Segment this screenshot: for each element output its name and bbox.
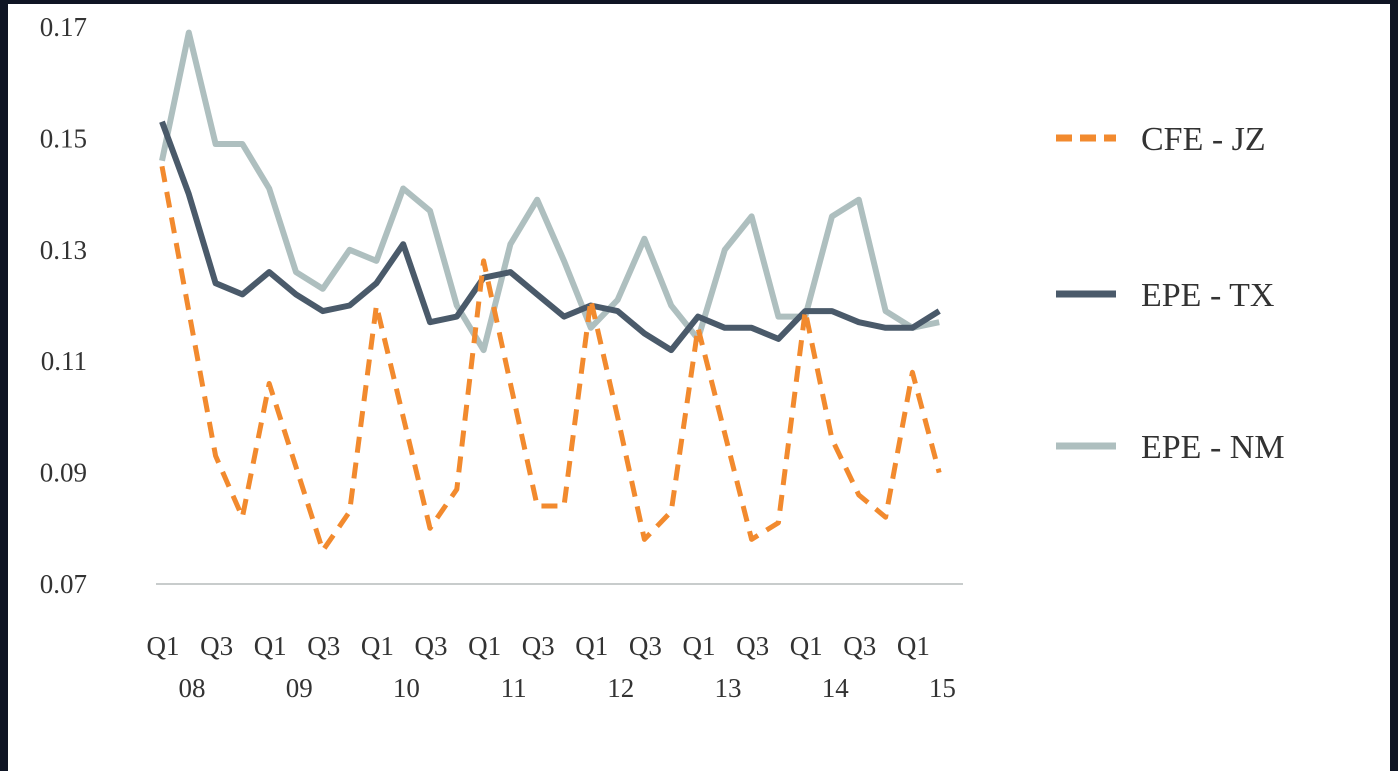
legend-label: EPE - TX: [1141, 277, 1274, 314]
y-tick-label: 0.07: [40, 569, 87, 599]
x-tick-year-label: 10: [393, 673, 420, 703]
x-tick-year-label: 13: [715, 673, 742, 703]
y-tick-label: 0.11: [41, 346, 87, 376]
x-tick-quarter-label: Q3: [200, 631, 233, 661]
x-tick-quarter-label: Q1: [147, 631, 180, 661]
x-tick-quarter-label: Q1: [897, 631, 930, 661]
series-line-epe-nm: [159, 29, 940, 354]
series-line-epe-tx: [159, 120, 941, 354]
legend: CFE - JZ EPE - TX EPE - NM: [1056, 121, 1285, 466]
y-tick-label: 0.13: [40, 235, 87, 265]
x-tick-quarter-label: Q1: [361, 631, 394, 661]
x-tick-quarter-label: Q3: [415, 631, 448, 661]
series-line-cfe-jz: [159, 165, 942, 554]
x-tick-quarter-label: Q1: [575, 631, 608, 661]
chart-frame: 0.17 0.15 0.13 0.11 0.09 0.07 Q1 08 Q3 Q1 09 Q3 Q1 1…: [8, 4, 1390, 771]
x-tick-year-label: 09: [286, 673, 313, 703]
x-tick-year-label: 15: [929, 673, 956, 703]
legend-label: EPE - NM: [1141, 429, 1285, 466]
x-tick-year-label: 11: [501, 673, 527, 703]
x-tick-year-label: 14: [822, 673, 850, 703]
legend-label: CFE - JZ: [1141, 121, 1266, 158]
x-tick-quarter-label: Q3: [522, 631, 555, 661]
x-tick-year-label: 08: [179, 673, 206, 703]
x-tick-quarter-label: Q3: [629, 631, 662, 661]
y-tick-label: 0.15: [40, 123, 87, 153]
x-tick-quarter-label: Q3: [307, 631, 340, 661]
y-tick-label: 0.09: [40, 458, 87, 488]
series-lines: [159, 29, 942, 554]
y-axis-ticks: 0.17 0.15 0.13 0.11 0.09 0.07: [40, 12, 87, 599]
y-tick-label: 0.17: [40, 12, 87, 42]
x-tick-quarter-label: Q1: [790, 631, 823, 661]
x-tick-quarter-label: Q3: [736, 631, 769, 661]
x-tick-year-label: 12: [607, 673, 634, 703]
x-tick-quarter-label: Q1: [683, 631, 716, 661]
x-tick-quarter-label: Q3: [843, 631, 876, 661]
x-tick-quarter-label: Q1: [468, 631, 501, 661]
x-tick-quarter-label: Q1: [254, 631, 287, 661]
